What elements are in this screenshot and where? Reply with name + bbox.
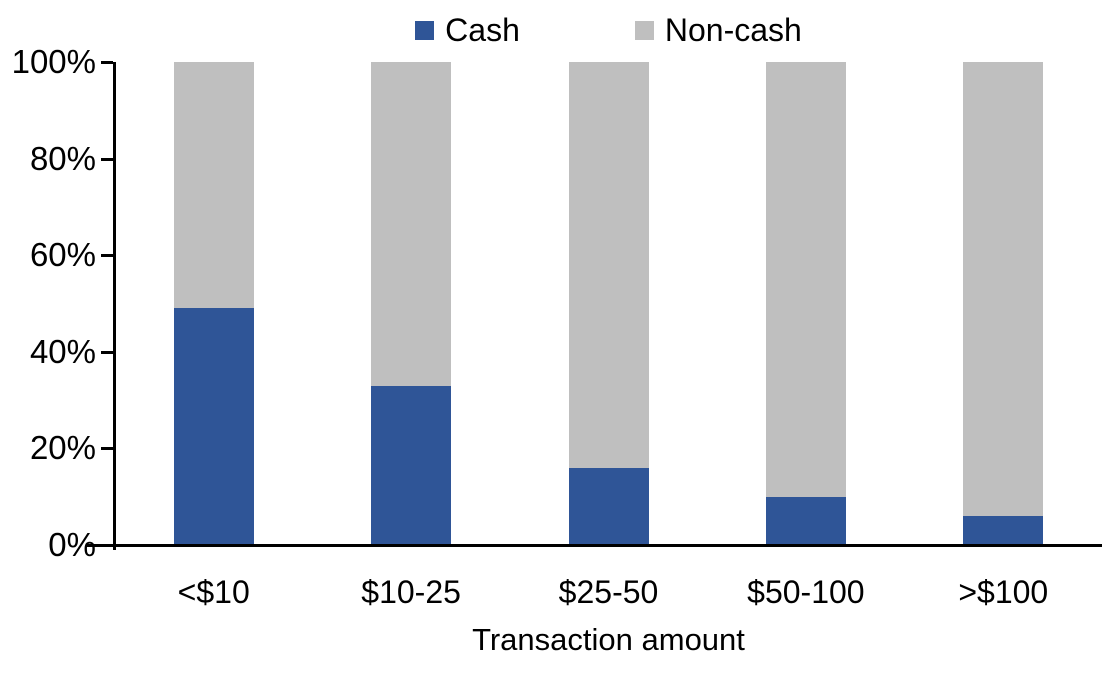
y-axis-line xyxy=(113,62,116,550)
bar-segment-cash xyxy=(371,385,452,545)
y-tick-mark xyxy=(101,254,113,258)
y-tick-mark xyxy=(101,157,113,161)
legend-label-cash: Cash xyxy=(445,11,520,48)
y-tick-label: 20% xyxy=(29,429,96,467)
cash-swatch-icon xyxy=(415,20,435,40)
legend: Cash Non-cash xyxy=(115,10,1102,50)
bar-segment-cash xyxy=(568,467,649,545)
y-tick-mark xyxy=(101,447,113,451)
y-tick-label: 80% xyxy=(29,139,96,177)
x-tick-label: $25-50 xyxy=(558,574,659,610)
bar-segment-noncash xyxy=(963,62,1044,517)
bar-segment-noncash xyxy=(765,62,846,497)
y-tick-mark xyxy=(101,350,113,354)
bar-segment-cash xyxy=(173,308,254,545)
legend-item-cash: Cash xyxy=(415,12,520,49)
y-tick-label: 100% xyxy=(11,43,96,80)
y-tick-mark xyxy=(101,544,113,547)
bar-segment-cash xyxy=(765,496,846,545)
x-tick-label: $10-25 xyxy=(361,574,461,610)
noncash-swatch-icon xyxy=(634,20,654,40)
bar-segment-noncash xyxy=(173,62,254,309)
bar-segment-cash xyxy=(963,516,1044,545)
bar-segment-noncash xyxy=(568,62,649,468)
plot-area xyxy=(115,62,1102,545)
x-tick-label: $50-100 xyxy=(747,574,865,610)
y-tick-mark xyxy=(101,61,113,64)
x-axis-line xyxy=(86,544,1102,547)
y-tick-label: 0% xyxy=(48,526,96,563)
y-tick-label: 40% xyxy=(29,332,96,370)
bar-segment-noncash xyxy=(371,62,452,386)
x-tick-label: <$10 xyxy=(177,574,250,610)
y-tick-label: 60% xyxy=(29,236,96,274)
x-tick-label: >$100 xyxy=(958,574,1049,610)
x-axis-title: Transaction amount xyxy=(472,622,745,657)
legend-label-noncash: Non-cash xyxy=(664,11,802,48)
legend-item-noncash: Non-cash xyxy=(634,11,802,49)
